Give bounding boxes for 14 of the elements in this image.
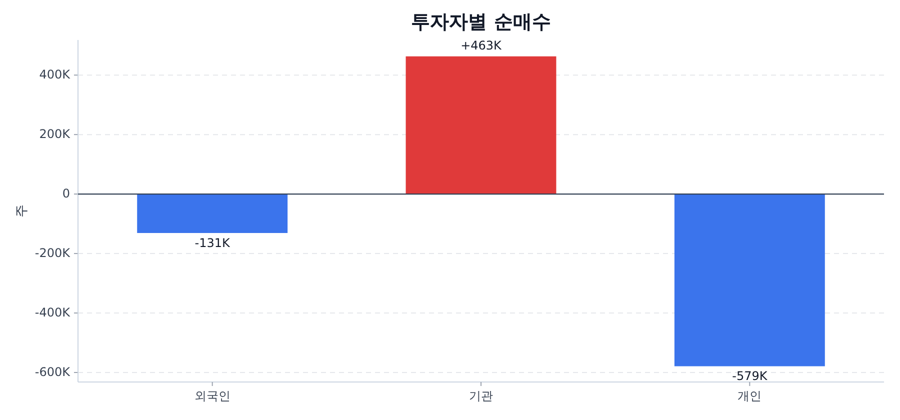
y-tick-label: -400K xyxy=(34,305,72,320)
x-tick-label: 개인 xyxy=(738,389,762,403)
x-tick-label: 외국인 xyxy=(194,389,230,403)
chart-title: 투자자별 순매수 xyxy=(411,11,551,33)
y-axis-title: 주 xyxy=(14,204,30,218)
y-tick-label: -600K xyxy=(34,364,72,379)
y-tick-label: -200K xyxy=(34,246,72,260)
data-label: +463K xyxy=(460,38,503,52)
data-label: -131K xyxy=(194,236,232,250)
y-tick-label: 400K xyxy=(39,67,72,82)
data-label: -579K xyxy=(732,369,768,384)
y-tick-label: 200K xyxy=(39,126,72,141)
y-tick-label: 0 xyxy=(62,186,70,200)
x-tick-label: 기관 xyxy=(469,389,493,403)
